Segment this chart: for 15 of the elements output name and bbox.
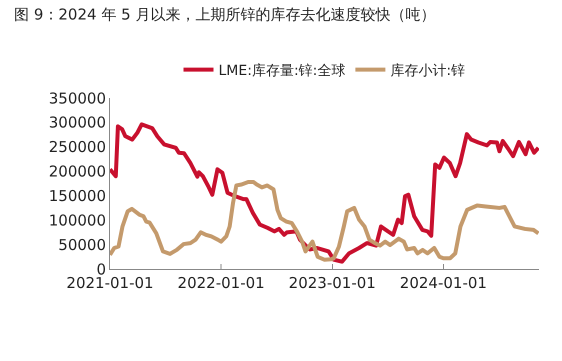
y-tick-label: 300000 bbox=[48, 114, 106, 132]
y-tick-label: 350000 bbox=[48, 89, 106, 108]
y-tick-label: 50000 bbox=[58, 236, 106, 254]
x-tick-label: 2023-01-01 bbox=[288, 274, 376, 292]
x-tick-label: 2024-01-01 bbox=[400, 274, 487, 292]
line-series bbox=[110, 180, 539, 262]
y-tick-label: 250000 bbox=[48, 138, 106, 156]
chart-title: 图 9：2024 年 5 月以来，上期所锌的库存去化速度较快（吨） bbox=[14, 6, 436, 24]
y-tick-label: 100000 bbox=[48, 211, 106, 230]
y-tick-label: 150000 bbox=[48, 186, 106, 205]
line-series bbox=[110, 122, 539, 264]
x-tick-label: 2022-01-01 bbox=[178, 274, 265, 292]
y-tick-label: 200000 bbox=[48, 162, 106, 181]
legend-label: LME:库存量:锌:全球 bbox=[218, 63, 346, 80]
legend-label: 库存小计:锌 bbox=[390, 63, 466, 80]
